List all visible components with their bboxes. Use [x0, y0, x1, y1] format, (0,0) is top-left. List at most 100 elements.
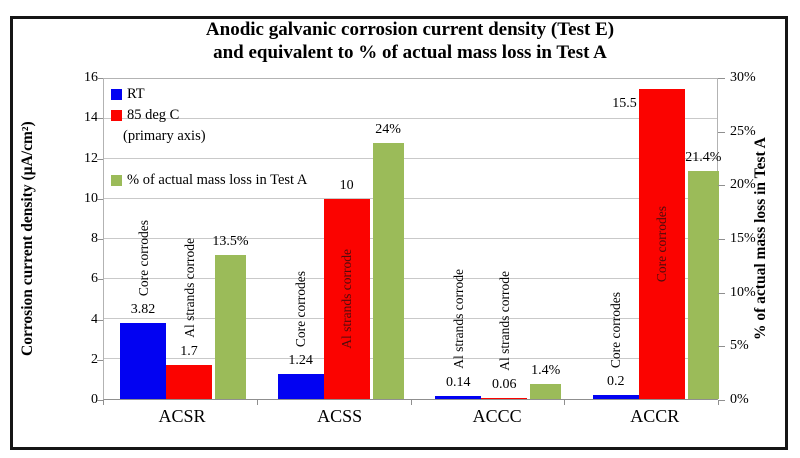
bar-rect: [120, 322, 166, 399]
category-label-acsr: ACSR: [158, 406, 206, 426]
primary-axis-tick-label: 4: [91, 311, 98, 327]
legend-item: 85 deg C: [111, 105, 307, 126]
bar-rect: [372, 143, 404, 399]
bar-ACSR-rt: 3.82 Core corrodes: [120, 79, 166, 399]
secondary-axis-tick-mark: [718, 346, 725, 348]
category-label-accc: ACCC: [472, 406, 522, 426]
legend-label: 85 deg C: [127, 107, 180, 123]
category-separator-tick: [256, 400, 258, 405]
secondary-axis-tick-label: 20%: [730, 177, 756, 193]
bar-rect: [215, 255, 246, 399]
bar-value-label: 10: [339, 178, 354, 193]
chart-title-line2: and equivalent to % of actual mass loss …: [213, 42, 607, 63]
secondary-axis-tick-mark: [718, 78, 725, 79]
bar-ACCR-rt: 0.2 Core corrodes: [592, 79, 639, 399]
secondary-axis-tick-label: 5%: [730, 338, 749, 354]
bar-rect: [592, 395, 639, 399]
legend-item: RT: [111, 84, 307, 105]
bar-value-label: 1.4%: [531, 363, 561, 379]
legend-spacer: [111, 147, 307, 170]
bar-value-label: 0.2: [607, 374, 625, 389]
bar-note-text: Al strands corrode: [339, 249, 355, 349]
primary-axis-tick-label: 16: [84, 70, 98, 85]
category-separator-tick: [564, 400, 566, 405]
primary-axis-tick-label: 10: [84, 190, 98, 206]
bar-rect: [166, 365, 212, 399]
bar-ACSR-massloss: 13.5%: [212, 79, 249, 399]
bar-note: Core corrodes: [278, 271, 324, 347]
secondary-axis-tick-mark: [718, 400, 725, 401]
secondary-axis-tick-mark: [718, 292, 725, 294]
legend: RT 85 deg C (primary axis) % of actual mass…: [111, 84, 307, 191]
bar-rect: [323, 199, 370, 399]
bar-value-label: 24%: [375, 122, 401, 137]
legend-item: % of actual mass loss in Test A: [111, 170, 307, 191]
chart-title-line1: Anodic galvanic corrosion current densit…: [205, 19, 615, 40]
primary-axis-tick-mark: [97, 359, 103, 361]
bar-rect: [638, 89, 685, 399]
bar-value-label: 1.7: [180, 344, 198, 359]
bar-value-label: 0.06: [491, 376, 517, 392]
bar-ACCC-85c: 0.06 Al strands corrode: [481, 79, 528, 399]
chart-title: Anodic galvanic corrosion current densit…: [60, 18, 760, 64]
primary-axis-tick-label: 8: [91, 231, 98, 246]
bar-note-text: Core corrodes: [293, 271, 309, 348]
primary-y-axis-title: Corrosion current density (µA/cm²): [19, 121, 36, 357]
category-label-accr: ACCR: [630, 406, 680, 426]
bar-note: Core corrodes: [593, 292, 639, 368]
primary-axis-tick-mark: [97, 118, 103, 120]
plot-area: 3.82 Core corrodes 1.7 Al strands corrode 13…: [103, 78, 721, 400]
primary-axis-tick-label: 6: [91, 271, 98, 287]
bar-note-text: Core corrodes: [608, 291, 624, 368]
secondary-axis-tick-label: 10%: [730, 284, 756, 300]
bar-ACCC-rt: 0.14 Al strands corrode: [435, 79, 482, 399]
category-separator-tick: [718, 400, 719, 405]
gridline: [104, 198, 717, 199]
category-separator-tick: [103, 400, 104, 405]
bar-value-label: 0.14: [445, 375, 471, 391]
secondary-axis-tick-label: 0%: [730, 392, 749, 407]
bar-note-text: Al strands corrode: [496, 271, 512, 371]
primary-axis-tick-mark: [97, 319, 103, 321]
gridline: [104, 278, 717, 279]
secondary-axis-tick-label: 25%: [730, 123, 756, 139]
bar-value-label: 3.82: [130, 301, 156, 317]
gridline: [104, 318, 717, 319]
gridline: [104, 238, 717, 239]
bar-rect: [530, 384, 562, 399]
bar-note: Core corrodes: [639, 89, 685, 399]
bar-note-text: Core corrodes: [135, 219, 151, 296]
bar-note-text: Core corrodes: [654, 205, 670, 283]
bar-ACSS-85c: 10 Al strands corrode: [323, 79, 370, 399]
bar-note: Core corrodes: [120, 220, 166, 296]
bar-note-text: Al strands corrode: [181, 238, 197, 338]
bar-ACCR-85c: 15.5 Core corrodes: [612, 79, 685, 399]
bar-ACSR-85c: 1.7 Al strands corrode: [166, 79, 212, 399]
primary-axis-tick-label: 14: [84, 110, 98, 126]
primary-axis-tick-label: 2: [91, 351, 98, 367]
legend-label: % of actual mass loss in Test A: [127, 172, 308, 188]
secondary-axis-tick-mark: [718, 239, 725, 240]
category-separator-tick: [410, 400, 412, 405]
gridline: [104, 358, 717, 359]
gridline: [104, 158, 717, 159]
secondary-axis-tick-label: 15%: [730, 231, 756, 246]
legend-item: (primary axis): [111, 126, 307, 147]
category-label-acss: ACSS: [317, 406, 363, 426]
primary-axis-tick-label: 0: [91, 392, 98, 407]
bar-ACSS-rt: 1.24 Core corrodes: [277, 79, 324, 399]
legend-swatch-icon: [111, 175, 122, 186]
primary-axis-tick-label: 12: [84, 150, 98, 166]
bar-ACCC-massloss: 1.4%: [530, 79, 562, 399]
secondary-axis-tick-mark: [718, 185, 725, 187]
bar-rect: [435, 396, 482, 399]
legend-label: (primary axis): [123, 128, 206, 144]
bar-note-text: Al strands corrode: [450, 269, 466, 370]
bar-ACSS-massloss: 24%: [372, 79, 404, 399]
legend-swatch-icon: [111, 110, 122, 121]
primary-axis-tick-mark: [97, 279, 103, 281]
secondary-axis-tick-label: 30%: [730, 70, 756, 85]
bar-note: Al strands corrode: [481, 271, 527, 371]
bar-rect: [687, 170, 719, 399]
